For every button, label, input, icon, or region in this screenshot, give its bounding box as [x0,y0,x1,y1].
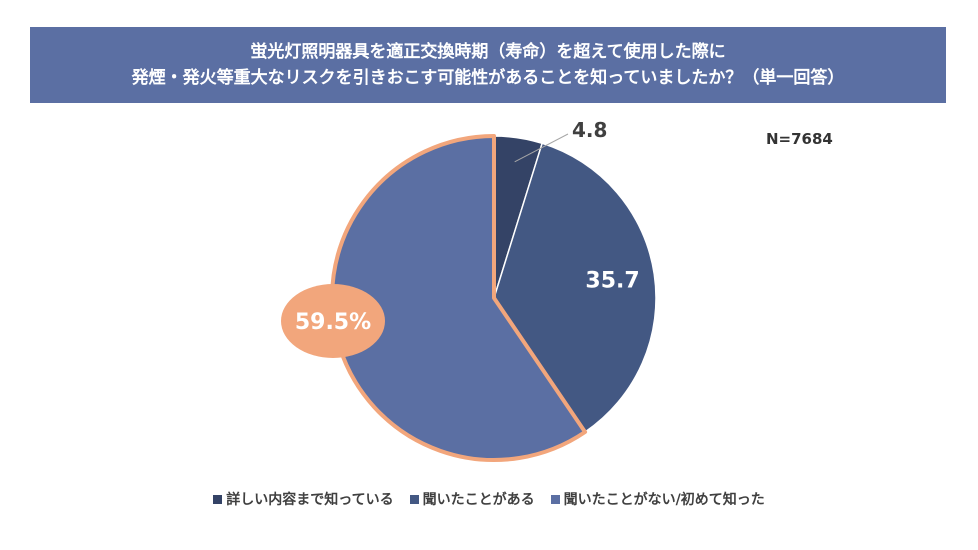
chart-title-line2: 発煙・発火等重大なリスクを引きおこす可能性があることを知っていましたか？（単一回… [131,68,845,88]
legend-item-heard: 聞いたことがある [409,489,535,509]
legend-swatch-detailed [213,494,223,504]
chart-title: 蛍光灯照明器具を適正交換時期（寿命）を超えて使用した際に 発煙・発火等重大なリス… [30,27,946,103]
leader-line-detailed [514,133,569,163]
legend-swatch-heard [409,494,419,504]
legend: 詳しい内容まで知っている 聞いたことがある 聞いたことがない/初めて知った [0,489,978,509]
data-label-bubble-never-heard [281,284,385,358]
legend-label-heard: 聞いたことがある [422,492,535,508]
sample-size-label: N=7684 [766,130,833,148]
chart-title-line1: 蛍光灯照明器具を適正交換時期（寿命）を超えて使用した際に [250,41,726,62]
data-label-never-heard: 59.5% [295,310,371,335]
pie-slice-heard [493,142,657,433]
legend-label-never-heard: 聞いたことがない/初めて知った [563,492,765,508]
legend-swatch-never-heard [550,494,560,504]
legend-label-detailed: 詳しい内容まで知っている [226,492,394,508]
data-label-detailed: 4.8 [572,118,607,142]
legend-item-detailed: 詳しい内容まで知っている [213,489,394,509]
data-label-heard: 35.7 [585,268,639,293]
legend-item-never-heard: 聞いたことがない/初めて知った [550,489,765,509]
